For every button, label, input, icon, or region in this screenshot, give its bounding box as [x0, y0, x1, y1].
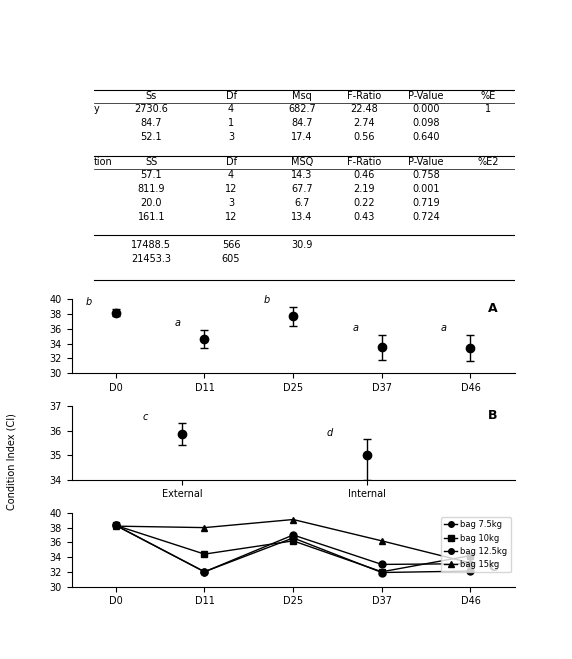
bag 15kg	[290, 515, 297, 523]
Line: bag 7.5kg: bag 7.5kg	[112, 522, 474, 576]
Line: bag 10kg: bag 10kg	[112, 522, 474, 575]
Text: 17.4: 17.4	[291, 132, 313, 142]
bag 15kg	[201, 524, 208, 532]
Text: 0.46: 0.46	[353, 169, 375, 179]
Text: c: c	[142, 412, 148, 422]
Text: 13.4: 13.4	[291, 212, 313, 222]
Text: F-Ratio: F-Ratio	[347, 92, 381, 101]
Text: 682.7: 682.7	[288, 104, 316, 114]
bag 12.5kg	[201, 568, 208, 576]
Text: 17488.5: 17488.5	[132, 240, 171, 250]
Text: %E2: %E2	[478, 157, 499, 167]
Text: 30.9: 30.9	[291, 240, 313, 250]
Text: 566: 566	[222, 240, 240, 250]
Text: 3: 3	[228, 132, 234, 142]
Text: P-Value: P-Value	[408, 157, 444, 167]
Legend: bag 7.5kg, bag 10kg, bag 12.5kg, bag 15kg: bag 7.5kg, bag 10kg, bag 12.5kg, bag 15k…	[441, 517, 511, 572]
bag 10kg	[290, 537, 297, 545]
Text: Ss: Ss	[146, 92, 157, 101]
Text: 84.7: 84.7	[141, 118, 162, 128]
Text: d: d	[327, 428, 333, 438]
Text: 57.1: 57.1	[141, 169, 162, 179]
Line: bag 15kg: bag 15kg	[112, 516, 474, 567]
Text: %E: %E	[480, 92, 496, 101]
Text: 2.19: 2.19	[353, 184, 375, 194]
Text: a: a	[352, 322, 358, 333]
Text: 2.74: 2.74	[353, 118, 375, 128]
bag 12.5kg	[112, 521, 120, 529]
Text: 0.098: 0.098	[412, 118, 440, 128]
Text: 12: 12	[225, 184, 237, 194]
Text: 0.724: 0.724	[412, 212, 440, 222]
bag 7.5kg	[201, 568, 208, 576]
Text: 84.7: 84.7	[291, 118, 313, 128]
Text: 21453.3: 21453.3	[132, 254, 171, 264]
Text: Msq: Msq	[292, 92, 312, 101]
Text: a: a	[441, 322, 447, 333]
Text: 605: 605	[222, 254, 240, 264]
Text: 67.7: 67.7	[291, 184, 313, 194]
bag 12.5kg	[467, 559, 474, 567]
Text: MSQ: MSQ	[291, 157, 313, 167]
Text: 3: 3	[228, 198, 234, 208]
Text: 0.22: 0.22	[353, 198, 375, 208]
bag 10kg	[112, 521, 120, 529]
bag 7.5kg	[112, 521, 120, 529]
Text: 0.640: 0.640	[412, 132, 440, 142]
Text: a: a	[175, 318, 181, 328]
Text: y: y	[94, 104, 100, 114]
Text: SS: SS	[145, 157, 157, 167]
Text: Df: Df	[225, 157, 237, 167]
Text: tion: tion	[94, 157, 113, 167]
Text: 52.1: 52.1	[141, 132, 162, 142]
bag 10kg	[201, 550, 208, 558]
Text: 0.719: 0.719	[412, 198, 440, 208]
Text: Condition Index (CI): Condition Index (CI)	[6, 413, 17, 510]
Text: 6.7: 6.7	[295, 198, 309, 208]
Text: 20.0: 20.0	[141, 198, 162, 208]
Text: B: B	[487, 409, 497, 422]
Text: 0.758: 0.758	[412, 169, 440, 179]
Text: P-Value: P-Value	[408, 92, 444, 101]
bag 15kg	[379, 537, 386, 545]
Text: 12: 12	[225, 212, 237, 222]
Line: bag 12.5kg: bag 12.5kg	[112, 522, 474, 575]
bag 10kg	[379, 568, 386, 576]
Text: 4: 4	[228, 104, 234, 114]
Text: C: C	[488, 561, 497, 574]
Text: A: A	[487, 302, 497, 315]
bag 7.5kg	[379, 569, 386, 577]
Text: 14.3: 14.3	[291, 169, 313, 179]
bag 12.5kg	[290, 531, 297, 539]
bag 15kg	[112, 522, 120, 530]
Text: 0.43: 0.43	[353, 212, 375, 222]
Text: 1: 1	[228, 118, 234, 128]
Text: 0.56: 0.56	[353, 132, 375, 142]
Text: 811.9: 811.9	[137, 184, 165, 194]
Text: 22.48: 22.48	[350, 104, 378, 114]
Text: 0.000: 0.000	[412, 104, 440, 114]
Text: b: b	[86, 297, 92, 306]
bag 7.5kg	[467, 567, 474, 575]
Text: 1: 1	[485, 104, 491, 114]
Text: Df: Df	[225, 92, 237, 101]
bag 10kg	[467, 552, 474, 559]
Text: 4: 4	[228, 169, 234, 179]
bag 7.5kg	[290, 534, 297, 542]
Text: 2730.6: 2730.6	[134, 104, 168, 114]
Text: 161.1: 161.1	[137, 212, 165, 222]
Text: b: b	[264, 295, 269, 304]
Text: F-Ratio: F-Ratio	[347, 157, 381, 167]
bag 15kg	[467, 559, 474, 567]
bag 12.5kg	[379, 560, 386, 568]
Text: 0.001: 0.001	[412, 184, 440, 194]
